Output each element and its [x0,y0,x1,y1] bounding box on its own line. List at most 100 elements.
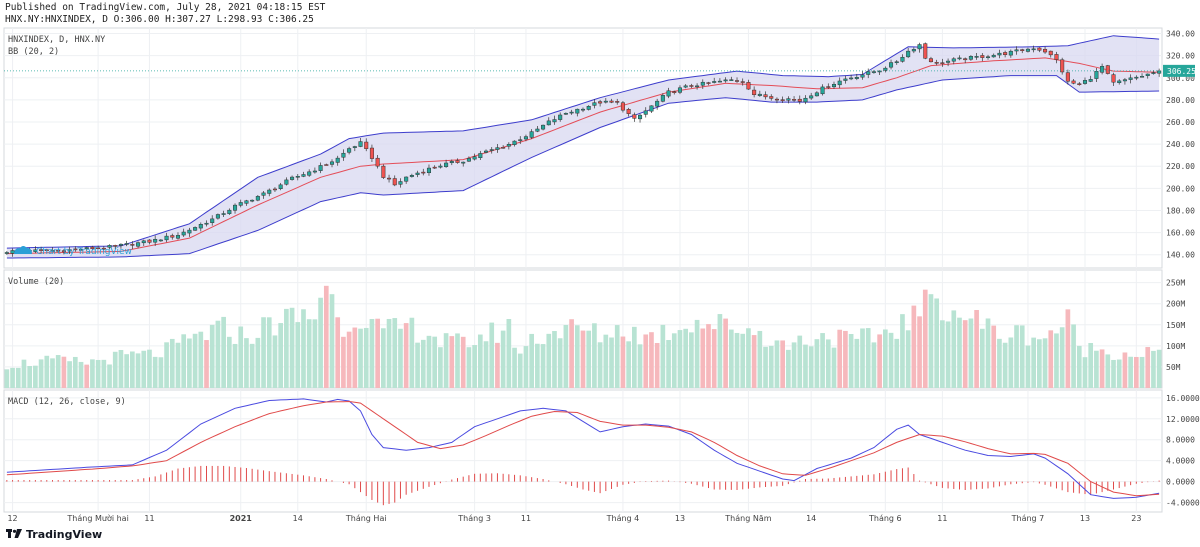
volume-bar-up [1014,325,1019,388]
volume-bar-up [301,309,306,388]
candle-down [56,250,61,252]
volume-bar-up [118,349,124,388]
candle-up [729,79,734,81]
volume-bar-up [831,347,837,388]
time-axis-label: 14 [806,514,816,523]
volume-bar-down [917,316,922,388]
candle-up [335,157,340,163]
candle-down [501,147,506,149]
volume-bar-down [341,336,346,388]
price-tick-label: 340.00 [1166,30,1195,39]
volume-bar-up [614,325,620,388]
candle-up [124,243,129,245]
candle-up [894,61,899,63]
macd-line [6,398,1160,499]
candle-up [683,85,688,88]
volume-bar-down [323,285,329,388]
candle-up [444,162,449,167]
candle-up [512,140,517,145]
volume-bar-up [763,346,768,388]
candle-up [238,202,243,206]
volume-bar-down [580,330,586,388]
volume-bar-up [940,320,945,388]
candle-up [985,56,991,58]
candle-down [769,96,774,99]
candle-up [877,70,882,73]
time-axis-label: 13 [675,514,685,523]
volume-bar-up [786,349,791,388]
volume-bar-up [1019,325,1025,388]
candle-down [44,249,49,252]
candle-down [763,94,768,98]
candle-up [558,114,563,120]
candle-up [415,172,420,175]
candle-up [546,120,551,126]
candle-up [666,90,671,97]
candle-up [541,124,546,130]
candle-up [141,240,146,244]
candle-down [432,166,437,169]
last-price-tag [1163,64,1195,77]
candle-up [837,80,842,86]
volume-bar-down [403,323,409,388]
volume-bar-down [375,318,380,388]
volume-bar-up [746,328,751,388]
volume-bar-down [620,336,626,388]
candle-up [1008,50,1013,56]
candle-down [1043,48,1048,53]
volume-bar-up [757,330,763,388]
candle-up [723,79,728,82]
ohlc-info: HNX.NY:HNXINDEX, D O:306.00 H:307.27 L:2… [5,14,314,25]
volume-tick-label: 100M [1166,342,1185,351]
volume-bar-up [72,356,78,388]
price-title: HNXINDEX, D, HNX.NY [8,35,105,45]
volume-bar-up [141,350,147,388]
time-axis-label: 23 [1131,514,1141,523]
volume-bar-up [1008,337,1014,388]
candle-up [312,170,317,173]
volume-bar-up [506,319,512,388]
candle-up [695,85,700,88]
volume-bar-down [723,318,728,388]
candle-down [797,98,802,102]
candle-down [632,114,637,119]
volume-bar-up [529,333,534,388]
candle-up [67,249,72,252]
volume-bar-up [1002,342,1008,388]
volume-bar-up [261,317,266,388]
candle-down [1020,49,1025,51]
volume-bar-up [181,334,187,388]
volume-bar-up [329,294,335,388]
candle-down [826,86,831,88]
candle-up [181,231,186,236]
volume-bar-up [67,361,72,388]
candle-down [620,102,625,111]
candle-up [883,67,888,71]
candle-up [563,113,568,115]
volume-bar-up [10,367,15,388]
candle-up [900,56,905,62]
volume-bar-up [1128,356,1133,388]
volume-bar-up [905,330,911,388]
volume-bar-up [626,341,631,388]
volume-bar-up [386,318,392,388]
candle-up [957,57,962,60]
volume-bar-up [209,324,215,388]
volume-bar-up [33,365,38,388]
volume-bar-up [632,326,637,388]
candle-up [398,181,403,185]
volume-bar-up [774,340,780,388]
macd-tick-label: 4.0000 [1166,457,1195,466]
candle-up [438,165,443,168]
volume-bar-up [306,319,312,388]
volume-bar-up [825,339,831,388]
candle-up [495,147,500,150]
candle-up [575,108,580,114]
volume-bar-up [535,343,540,388]
volume-bar-down [449,336,455,388]
volume-bar-up [90,359,95,388]
candle-up [820,86,825,95]
volume-bar-up [1037,339,1042,388]
volume-bar-up [44,355,50,388]
